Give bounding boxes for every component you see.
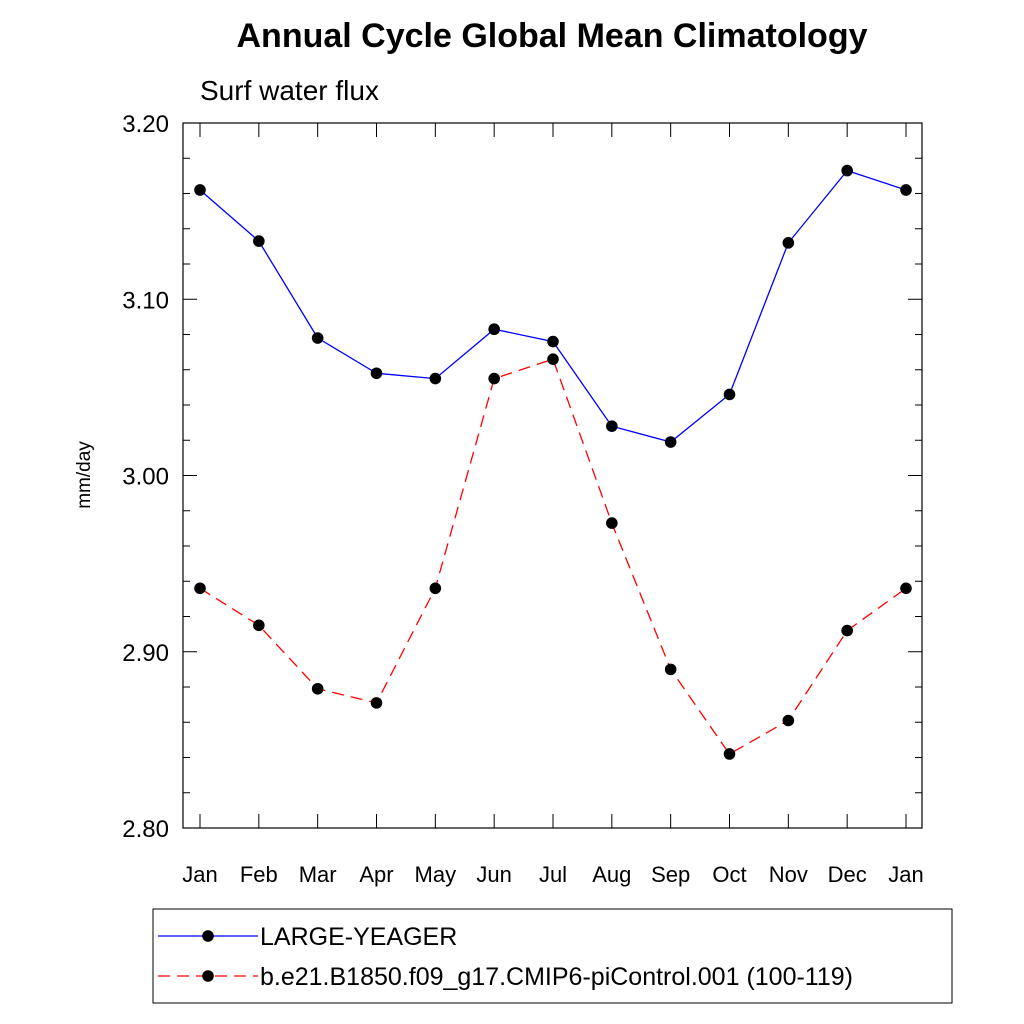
series-2-point	[782, 714, 795, 727]
series-1-point	[311, 332, 324, 344]
series-1-point	[429, 372, 442, 385]
series-2-point	[606, 517, 618, 529]
series-2-point	[253, 619, 265, 632]
legend-label-1: LARGE-YEAGER	[260, 923, 457, 951]
y-axis-label: mm/day	[74, 441, 95, 509]
series-1-point	[253, 235, 265, 247]
x-tick-label: May	[415, 862, 457, 887]
series-1-point	[723, 388, 736, 401]
x-tick-label: Jun	[476, 862, 511, 887]
legend-label-2: b.e21.B1850.f09_g17.CMIP6-piControl.001 …	[260, 963, 853, 991]
plot-frame	[182, 122, 923, 829]
x-tick-label: Mar	[299, 862, 337, 887]
y-tick-label: 2.90	[122, 640, 169, 667]
series-1-point	[841, 164, 853, 177]
series-line-2	[199, 358, 907, 755]
legend-marker-2	[202, 970, 214, 982]
x-tick-label: Feb	[240, 862, 278, 887]
series-line-1	[199, 169, 907, 443]
series-2-point	[664, 663, 677, 676]
series-2-point	[194, 582, 206, 595]
series-1-point	[488, 323, 500, 336]
series-2-point	[547, 353, 559, 365]
series-2-point	[429, 582, 442, 595]
y-tick-label: 3.20	[122, 111, 169, 138]
y-tick-label: 3.00	[122, 464, 169, 491]
ticks-layer: Jan Feb Mar Apr May Jun Jul Aug Sep Oct Nov Dec Jan 2…	[122, 111, 923, 887]
x-tick-label: Dec	[828, 862, 867, 887]
series-2-point	[488, 372, 500, 385]
series-1-point	[782, 237, 795, 249]
x-tick-label: Sep	[651, 862, 690, 887]
x-tick-label: Jul	[539, 862, 567, 887]
legend-marker-1	[202, 930, 214, 942]
series-2-point	[723, 748, 736, 760]
x-tick-label: Aug	[592, 862, 631, 887]
x-tick-label: Jan	[182, 862, 217, 887]
x-tick-label: Oct	[712, 862, 746, 887]
x-tick-label: Apr	[359, 862, 393, 887]
chart-subtitle: Surf water flux	[200, 75, 379, 106]
series-1-point	[194, 184, 206, 196]
series-1-point	[664, 436, 677, 448]
series-2-point	[311, 682, 324, 695]
series-2-point	[370, 697, 383, 709]
x-tick-label: Jan	[888, 862, 923, 887]
series-1-point	[547, 335, 559, 348]
chart-title: Annual Cycle Global Mean Climatology	[237, 17, 868, 55]
series-layer	[194, 164, 912, 760]
x-tick-label: Nov	[769, 862, 808, 887]
legend-box	[152, 908, 953, 1004]
y-tick-label: 2.80	[122, 816, 169, 843]
series-1-point	[606, 420, 618, 432]
series-1-point	[370, 367, 383, 380]
legend: LARGE-YEAGER b.e21.B1850.f09_g17.CMIP6-pi…	[152, 908, 953, 1004]
series-2-point	[841, 624, 853, 637]
series-2-point	[900, 582, 912, 595]
y-tick-label: 3.10	[122, 287, 169, 314]
series-1-point	[900, 184, 912, 196]
